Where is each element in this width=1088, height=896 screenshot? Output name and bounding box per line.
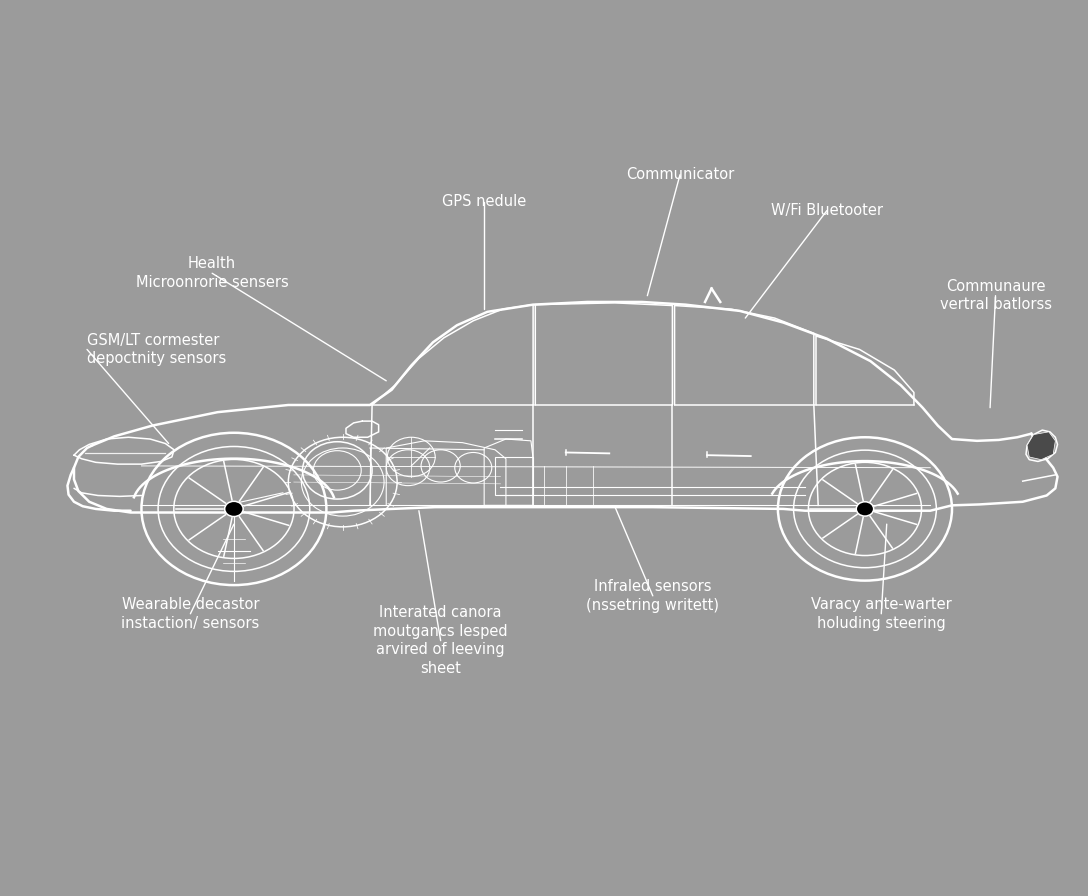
- Polygon shape: [1027, 432, 1055, 460]
- Text: Communaure
vertral batlorss: Communaure vertral batlorss: [940, 279, 1051, 313]
- Text: W/Fi Bluetooter: W/Fi Bluetooter: [771, 203, 882, 218]
- Text: Infraled sensors
(nssetring writett): Infraled sensors (nssetring writett): [586, 579, 719, 613]
- Circle shape: [856, 502, 874, 516]
- Text: Wearable decastor
instaction/ sensors: Wearable decastor instaction/ sensors: [121, 597, 260, 631]
- Text: GPS nedule: GPS nedule: [442, 194, 527, 209]
- Text: Interated canora
moutgancs lesped
arvired of leeving
sheet: Interated canora moutgancs lesped arvire…: [373, 605, 508, 676]
- Text: Health
Microonrorie sensers: Health Microonrorie sensers: [136, 256, 288, 290]
- Circle shape: [224, 502, 243, 516]
- Text: GSM/LT cormester
depoctnity sensors: GSM/LT cormester depoctnity sensors: [87, 332, 226, 366]
- Text: Varacy ante-warter
holuding steering: Varacy ante-warter holuding steering: [811, 597, 952, 631]
- Text: Communicator: Communicator: [626, 168, 734, 182]
